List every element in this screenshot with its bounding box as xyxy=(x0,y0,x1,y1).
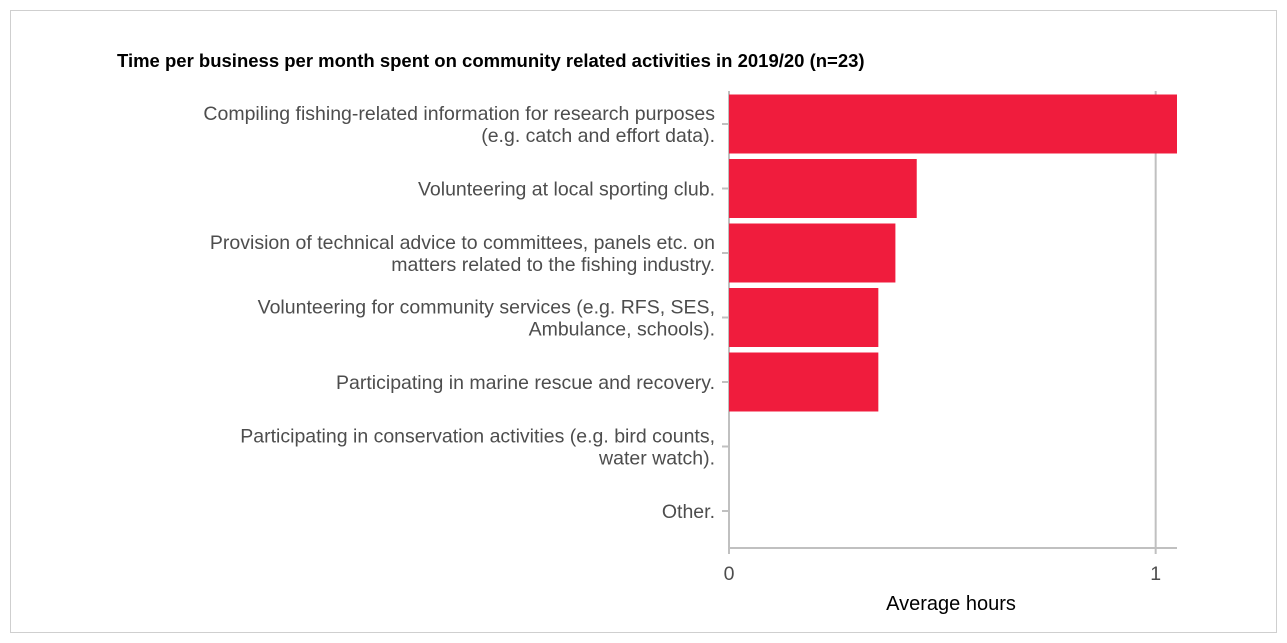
category-label-line: Participating in marine rescue and recov… xyxy=(336,372,715,394)
category-label-5: Participating in conservation activities… xyxy=(240,426,715,470)
category-label-line: Provision of technical advice to committ… xyxy=(210,232,715,254)
bar-1 xyxy=(729,159,917,218)
category-label-1: Volunteering at local sporting club. xyxy=(418,179,715,201)
chart-frame: Time per business per month spent on com… xyxy=(10,10,1277,633)
bar-4 xyxy=(729,352,879,412)
bar-2 xyxy=(729,223,896,283)
category-label-3: Volunteering for community services (e.g… xyxy=(258,297,715,341)
category-labels: Compiling fishing-related information fo… xyxy=(203,103,715,523)
category-label-line: water watch). xyxy=(598,448,715,470)
category-label-line: Compiling fishing-related information fo… xyxy=(203,103,715,125)
category-label-line: Other. xyxy=(662,501,715,523)
category-label-0: Compiling fishing-related information fo… xyxy=(203,103,715,147)
category-label-line: Participating in conservation activities… xyxy=(240,426,715,448)
category-label-line: matters related to the fishing industry. xyxy=(391,254,715,276)
chart-title: Time per business per month spent on com… xyxy=(117,50,865,71)
category-label-4: Participating in marine rescue and recov… xyxy=(336,372,715,394)
x-tick-label-1: 1 xyxy=(1150,563,1161,585)
category-label-line: Volunteering for community services (e.g… xyxy=(258,297,715,319)
x-axis-title: Average hours xyxy=(886,593,1016,615)
x-tick-label-0: 0 xyxy=(724,563,735,585)
bars-layer xyxy=(729,94,1177,412)
category-label-2: Provision of technical advice to committ… xyxy=(210,232,715,276)
bar-chart: Time per business per month spent on com… xyxy=(117,50,1177,615)
category-label-line: Ambulance, schools). xyxy=(529,319,715,341)
category-label-6: Other. xyxy=(662,501,715,523)
category-label-line: Volunteering at local sporting club. xyxy=(418,179,715,201)
category-label-line: (e.g. catch and effort data). xyxy=(481,125,715,147)
bar-3 xyxy=(729,288,879,347)
bar-0 xyxy=(729,94,1177,154)
